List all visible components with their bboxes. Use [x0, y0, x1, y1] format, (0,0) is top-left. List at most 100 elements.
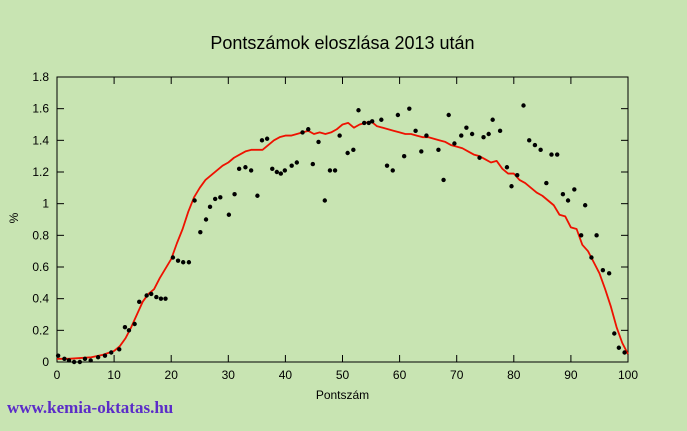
- data-point: [109, 350, 114, 355]
- data-point: [390, 168, 395, 173]
- data-point: [509, 184, 514, 189]
- data-point: [356, 108, 361, 113]
- data-point: [163, 296, 168, 301]
- y-tick-label: 1.4: [32, 133, 49, 147]
- data-point: [578, 233, 584, 238]
- y-tick-label: 0.4: [32, 292, 49, 306]
- data-point: [407, 106, 412, 111]
- data-point: [306, 127, 311, 132]
- data-point: [446, 112, 451, 118]
- data-point: [236, 166, 242, 172]
- data-point: [441, 177, 446, 183]
- data-point: [212, 196, 218, 202]
- data-point: [137, 299, 142, 305]
- watermark-link[interactable]: www.kemia-oktatas.hu: [7, 398, 174, 417]
- data-point: [154, 294, 159, 300]
- data-point: [300, 130, 305, 135]
- data-point: [274, 169, 280, 175]
- x-tick-label: 80: [507, 368, 521, 382]
- data-point: [198, 229, 203, 235]
- data-point: [255, 193, 260, 198]
- data-point: [259, 138, 265, 143]
- y-tick-label: 1: [42, 197, 49, 211]
- data-point: [82, 356, 88, 362]
- data-point: [477, 155, 482, 160]
- data-point: [66, 358, 72, 363]
- data-point: [504, 165, 510, 170]
- x-tick-label: 20: [165, 368, 179, 382]
- y-axis-label: %: [7, 212, 21, 224]
- data-point: [424, 133, 429, 138]
- data-point: [616, 345, 622, 350]
- data-point: [226, 212, 232, 217]
- data-point: [532, 142, 538, 148]
- data-point: [565, 198, 571, 203]
- data-point: [327, 168, 333, 173]
- data-point: [77, 359, 83, 365]
- data-point: [282, 168, 288, 173]
- data-point: [527, 138, 532, 143]
- data-point: [207, 204, 213, 210]
- x-tick-label: 70: [450, 368, 464, 382]
- x-tick-label: 10: [107, 368, 121, 382]
- x-tick-label: 30: [222, 368, 236, 382]
- data-point: [452, 141, 457, 146]
- y-tick-label: 0.2: [32, 323, 49, 337]
- y-tick-label: 0.6: [32, 260, 49, 274]
- x-tick-label: 60: [393, 368, 407, 382]
- data-point: [71, 359, 77, 365]
- data-point: [203, 217, 209, 222]
- data-point: [243, 165, 248, 170]
- data-point: [122, 324, 128, 330]
- data-point: [582, 203, 588, 208]
- data-point: [316, 139, 321, 145]
- data-point: [132, 321, 137, 327]
- y-tick-label: 1.6: [32, 102, 49, 116]
- data-point: [351, 147, 356, 153]
- data-point: [401, 153, 407, 159]
- data-point: [361, 120, 367, 126]
- data-point: [469, 131, 475, 137]
- data-point: [622, 350, 627, 355]
- data-point: [158, 296, 164, 301]
- data-point: [515, 172, 520, 178]
- data-point: [464, 125, 469, 130]
- data-point: [490, 117, 495, 122]
- x-tick-label: 100: [618, 368, 638, 382]
- data-point: [459, 133, 464, 138]
- data-point: [322, 198, 327, 203]
- data-point: [170, 255, 176, 260]
- data-point: [337, 133, 342, 138]
- trend-line: [57, 120, 629, 360]
- data-point: [549, 152, 554, 157]
- data-point: [497, 128, 503, 134]
- y-tick-label: 0.8: [32, 228, 49, 242]
- data-point: [600, 267, 606, 273]
- data-point: [186, 260, 192, 265]
- data-point: [521, 103, 526, 108]
- data-point: [270, 166, 275, 172]
- data-point: [544, 180, 549, 186]
- x-tick-label: 40: [279, 368, 293, 382]
- data-point: [278, 171, 284, 176]
- data-point: [248, 168, 254, 173]
- data-point: [117, 347, 122, 352]
- x-tick-label: 90: [564, 368, 578, 382]
- data-point: [345, 150, 350, 156]
- data-point: [294, 160, 300, 165]
- data-point: [612, 331, 617, 336]
- data-point: [486, 131, 491, 137]
- data-point: [62, 356, 67, 362]
- data-point: [436, 147, 441, 153]
- data-point: [264, 136, 270, 141]
- data-point: [310, 161, 316, 167]
- y-tick-label: 1.2: [32, 165, 49, 179]
- data-point: [55, 353, 61, 358]
- data-point: [218, 195, 223, 200]
- x-tick-label: 50: [336, 368, 350, 382]
- data-point: [560, 191, 566, 197]
- data-point: [332, 168, 338, 173]
- y-tick-label: 0: [42, 355, 49, 369]
